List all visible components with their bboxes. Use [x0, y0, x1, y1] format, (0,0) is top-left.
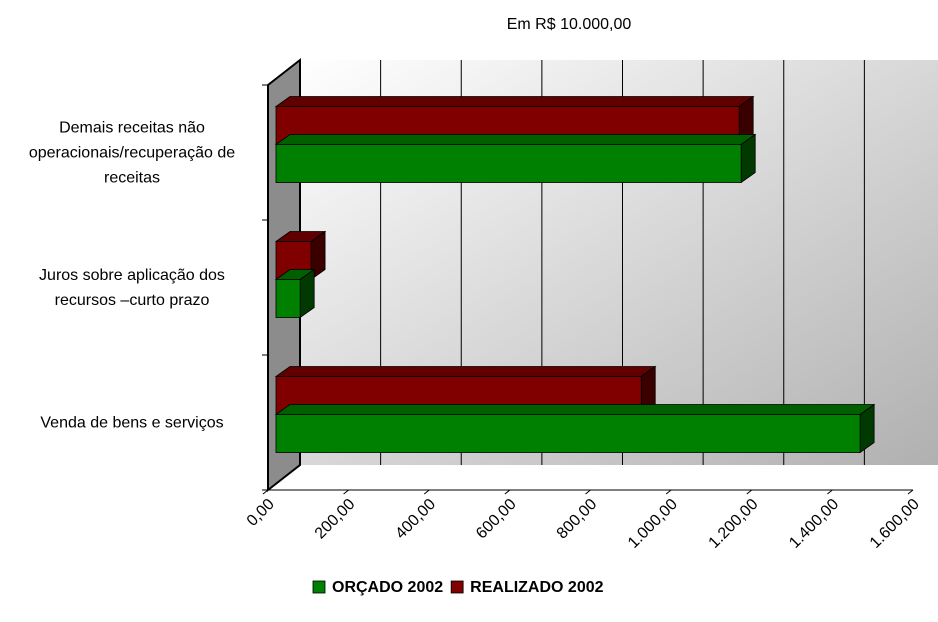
- x-tick-label: 0,00: [244, 496, 278, 530]
- category-label: Venda de bens e serviços: [40, 414, 224, 431]
- x-tick: [746, 489, 753, 495]
- x-tick-label: 200,00: [312, 496, 359, 543]
- bar-face: [275, 144, 742, 183]
- bar: [274, 268, 316, 319]
- legend-swatch: [312, 580, 326, 594]
- bar: [274, 403, 876, 454]
- bar: [274, 133, 757, 184]
- x-tick-label: 600,00: [473, 496, 520, 543]
- x-tick: [343, 489, 349, 495]
- category-label: Demais receitas não operacionais/recuper…: [28, 119, 236, 186]
- x-tick: [262, 489, 269, 495]
- x-tick: [585, 489, 591, 495]
- bar-face: [275, 414, 861, 453]
- x-tick-label: 1.200,00: [706, 496, 762, 552]
- x-tick: [907, 489, 914, 495]
- category-label: Juros sobre aplicação dos recursos –curt…: [39, 266, 225, 309]
- bar-top: [274, 134, 757, 145]
- legend-label: ORÇADO 2002: [332, 579, 443, 596]
- x-tick-label: 1.000,00: [625, 496, 681, 552]
- bar-top: [274, 96, 755, 107]
- x-tick-label: 1.600,00: [867, 496, 923, 552]
- bar-face: [275, 279, 301, 318]
- x-tick: [423, 489, 430, 495]
- legend-label: REALIZADO 2002: [470, 579, 603, 596]
- x-tick: [665, 489, 672, 495]
- x-tick: [827, 489, 833, 495]
- x-tick-label: 800,00: [554, 496, 601, 543]
- bar-top: [274, 366, 657, 377]
- bar-top: [274, 404, 876, 415]
- x-tick-label: 400,00: [392, 496, 439, 543]
- x-tick-label: 1.400,00: [786, 496, 842, 552]
- chart-title: Em R$ 10.000,00: [507, 16, 632, 33]
- legend-swatch: [450, 580, 464, 594]
- x-tick: [504, 489, 511, 495]
